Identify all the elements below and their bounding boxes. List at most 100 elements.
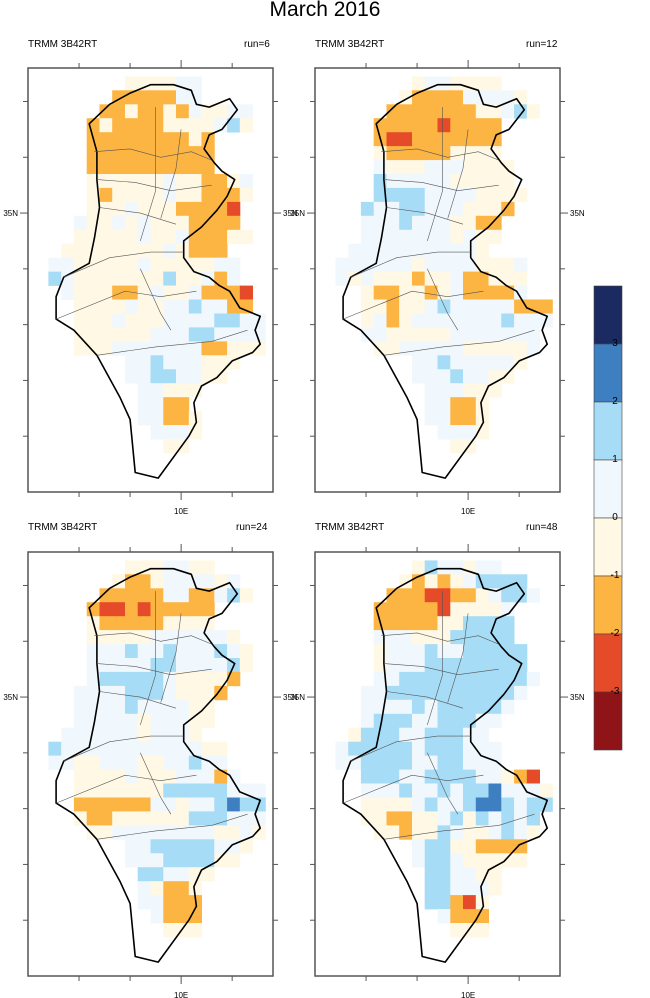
grid-cell (450, 727, 464, 742)
grid-cell (412, 146, 426, 161)
grid-cell (399, 644, 413, 659)
grid-cell (526, 797, 540, 812)
admin-boundary (140, 268, 172, 331)
grid-cell (125, 215, 139, 231)
grid-cell (386, 699, 400, 715)
grid-cell (214, 243, 228, 258)
grid-cell (360, 285, 375, 300)
grid-cell (99, 811, 113, 826)
grid-cell (125, 797, 139, 812)
grid-cell (412, 229, 426, 245)
grid-cell (475, 699, 489, 715)
grid-cell (86, 825, 100, 840)
grid-cell (488, 160, 502, 175)
y-tick-label: 35N (570, 693, 585, 702)
grid-cell (437, 685, 451, 701)
grid-cell (450, 755, 464, 770)
grid-cell (463, 811, 477, 826)
grid-cell (214, 313, 228, 328)
grid-cell (137, 658, 151, 673)
grid-cell (475, 243, 489, 258)
grid-cell (373, 327, 387, 342)
grid-cell (137, 229, 151, 245)
grid-cell (488, 201, 502, 217)
grid-cell (150, 243, 164, 258)
grid-cell (227, 229, 241, 245)
grid-cell (373, 783, 387, 798)
admin-boundary (99, 691, 177, 709)
grid-cell (214, 685, 228, 701)
grid-cell (488, 313, 502, 328)
grid-cell (526, 104, 540, 119)
grid-cell (214, 825, 228, 840)
grid-cell (163, 397, 177, 412)
grid-cell (176, 727, 190, 742)
grid-cell (399, 588, 413, 603)
grid-cell (424, 560, 438, 575)
grid-cell (463, 588, 477, 603)
grid-cell (450, 895, 464, 910)
grid-cell (412, 132, 426, 147)
grid-cell (163, 132, 177, 147)
grid-cell (475, 104, 489, 119)
grid-cell (150, 727, 164, 742)
grid-cell (150, 383, 164, 398)
grid-cell (112, 243, 126, 258)
grid-cell (99, 616, 113, 631)
grid-cell (150, 741, 164, 756)
grid-cell (137, 201, 151, 217)
grid-cell (399, 257, 413, 272)
grid-cell (437, 825, 451, 840)
grid-cell (501, 783, 515, 798)
grid-cell (99, 685, 113, 701)
grid-cell (137, 560, 151, 575)
grid-cell (227, 644, 241, 659)
map-frame (27, 551, 274, 977)
grid-cell (137, 881, 151, 896)
grid-cell (125, 187, 139, 203)
grid-cell (488, 560, 502, 575)
grid-cell (176, 90, 190, 105)
panel-3-source-label: TRMM 3B42RT (28, 522, 98, 533)
grid-cell (360, 271, 375, 286)
grid-cell (360, 755, 375, 770)
grid-cell (125, 201, 139, 217)
grid-cell (176, 383, 190, 398)
colorbar-label-2: 2 (612, 396, 618, 407)
grid-cell (386, 630, 400, 645)
grid-cell (227, 671, 241, 687)
grid-cell (99, 713, 113, 729)
grid-cell (424, 271, 438, 286)
grid-cell (125, 355, 139, 370)
grid-cell (137, 741, 151, 756)
grid-cell (412, 839, 426, 854)
grid-cell (386, 243, 400, 258)
grid-cell (112, 160, 126, 175)
grid-cell (125, 560, 139, 575)
grid-cell (475, 76, 489, 91)
x-tick-label: 10E (461, 507, 475, 516)
grid-cell (412, 825, 426, 840)
grid-cell (514, 104, 528, 119)
grid-cell (488, 174, 502, 189)
grid-cell (201, 644, 215, 659)
grid-cell (73, 299, 88, 314)
grid-cell (61, 741, 75, 756)
grid-cell (99, 132, 113, 147)
colorbar-swatch (593, 401, 623, 461)
grid-cell (150, 160, 164, 175)
country-border (342, 567, 549, 963)
colorbar-swatch (593, 285, 623, 345)
grid-cell (488, 741, 502, 756)
grid-cell (437, 257, 451, 272)
grid-cell (399, 783, 413, 798)
grid-cell (463, 257, 477, 272)
admin-boundary (342, 774, 484, 804)
grid-cell (163, 630, 177, 645)
grid-cell (150, 713, 164, 729)
admin-boundary (55, 774, 197, 804)
grid-cell (99, 174, 113, 189)
grid-cell (412, 853, 426, 868)
grid-cell (437, 355, 451, 370)
grid-cell (201, 327, 215, 342)
